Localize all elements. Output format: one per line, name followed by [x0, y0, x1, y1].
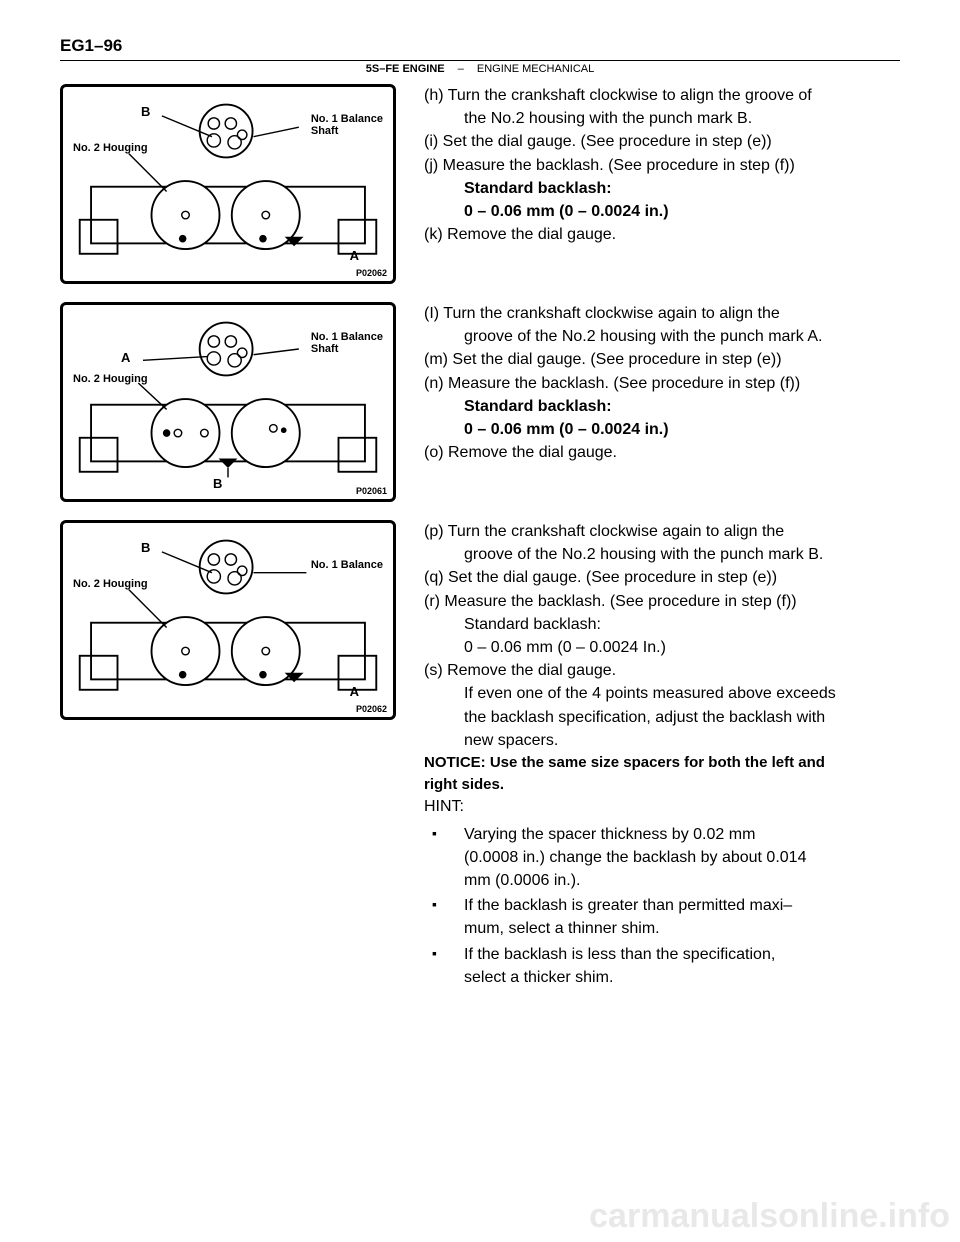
bullet-dot-icon: ▪ — [424, 894, 464, 940]
bullet-3: ▪ If the backlash is less than the speci… — [424, 943, 900, 989]
step-s2: If even one of the 4 points measured abo… — [424, 682, 900, 705]
header-sep: – — [458, 63, 464, 75]
step-m: (m) Set the dial gauge. (See procedure i… — [424, 348, 900, 371]
step-p-cont: groove of the No.2 housing with the punc… — [424, 543, 900, 566]
step-o: (o) Remove the dial gauge. — [424, 441, 900, 464]
step-s4: new spacers. — [424, 729, 900, 752]
header-text: 5S–FE ENGINE – ENGINE MECHANICAL — [366, 63, 594, 75]
block-2: A No. 2 Houging No. 1 Balance Shaft — [60, 302, 900, 502]
block-1: B No. 2 Houging No. 1 Balance Shaft — [60, 84, 900, 284]
bullet-1b: (0.0008 in.) change the backlash by abou… — [464, 849, 806, 866]
step-i: (i) Set the dial gauge. (See procedure i… — [424, 130, 900, 153]
block1-text: (h) Turn the crankshaft clockwise to ali… — [424, 84, 900, 246]
step-p: (p) Turn the crankshaft clockwise again … — [424, 520, 900, 543]
step-k: (k) Remove the dial gauge. — [424, 223, 900, 246]
fig1-id: P02062 — [356, 268, 387, 278]
bullet-2a: If the backlash is greater than permitte… — [464, 897, 792, 914]
step-s3: the backlash specification, adjust the b… — [424, 706, 900, 729]
block-3: B No. 2 Houging No. 1 Balance — [60, 520, 900, 991]
step-h: (h) Turn the crankshaft clockwise to ali… — [424, 84, 900, 107]
step-l: (I) Turn the crankshaft clockwise again … — [424, 302, 900, 325]
bullet-dot-icon: ▪ — [424, 943, 464, 989]
figure-1: B No. 2 Houging No. 1 Balance Shaft — [60, 84, 396, 284]
step-r: (r) Measure the backlash. (See procedure… — [424, 590, 900, 613]
step-l-cont: groove of the No.2 housing with the punc… — [424, 325, 900, 348]
figure-3: B No. 2 Houging No. 1 Balance — [60, 520, 396, 720]
step-r-val: 0 – 0.06 mm (0 – 0.0024 In.) — [424, 636, 900, 659]
fig1-drawing — [63, 97, 393, 267]
header-right: ENGINE MECHANICAL — [477, 63, 594, 75]
header-left: 5S–FE ENGINE — [366, 63, 445, 75]
fig1-mark-a: A — [350, 249, 359, 263]
step-n-std: Standard backlash: — [424, 395, 900, 418]
fig2-id: P02061 — [356, 486, 387, 496]
fig3-drawing — [63, 533, 393, 703]
step-j-val: 0 – 0.06 mm (0 – 0.0024 in.) — [424, 200, 900, 223]
step-q: (q) Set the dial gauge. (See procedure i… — [424, 566, 900, 589]
bullet-1c: mm (0.0006 in.). — [464, 872, 580, 889]
page-number: EG1–96 — [60, 36, 900, 56]
bullet-1a: Varying the spacer thickness by 0.02 mm — [464, 826, 755, 843]
block3-text: (p) Turn the crankshaft clockwise again … — [424, 520, 900, 991]
hint-bullets: ▪ Varying the spacer thickness by 0.02 m… — [424, 823, 900, 989]
fig3-id: P02062 — [356, 704, 387, 714]
step-r-std: Standard backlash: — [424, 613, 900, 636]
bullet-2b: mum, select a thinner shim. — [464, 920, 660, 937]
bullet-dot-icon: ▪ — [424, 823, 464, 893]
notice-2: right sides. — [424, 774, 900, 796]
step-s: (s) Remove the dial gauge. — [424, 659, 900, 682]
bullet-3b: select a thicker shim. — [464, 969, 613, 986]
bullet-2: ▪ If the backlash is greater than permit… — [424, 894, 900, 940]
step-n-val: 0 – 0.06 mm (0 – 0.0024 in.) — [424, 418, 900, 441]
bullet-3a: If the backlash is less than the specifi… — [464, 946, 775, 963]
step-n: (n) Measure the backlash. (See procedure… — [424, 372, 900, 395]
fig2-drawing — [63, 315, 393, 485]
bullet-1: ▪ Varying the spacer thickness by 0.02 m… — [424, 823, 900, 893]
step-j-std: Standard backlash: — [424, 177, 900, 200]
block2-text: (I) Turn the crankshaft clockwise again … — [424, 302, 900, 464]
watermark: carmanualsonline.info — [589, 1197, 950, 1236]
hint-label: HINT: — [424, 795, 900, 818]
step-h-cont: the No.2 housing with the punch mark B. — [424, 107, 900, 130]
step-j: (j) Measure the backlash. (See procedure… — [424, 154, 900, 177]
fig2-mark-b: B — [213, 477, 222, 491]
notice-1: NOTICE: Use the same size spacers for bo… — [424, 752, 900, 774]
fig3-mark-a: A — [350, 685, 359, 699]
header-rule: 5S–FE ENGINE – ENGINE MECHANICAL — [60, 60, 900, 74]
figure-2: A No. 2 Houging No. 1 Balance Shaft — [60, 302, 396, 502]
